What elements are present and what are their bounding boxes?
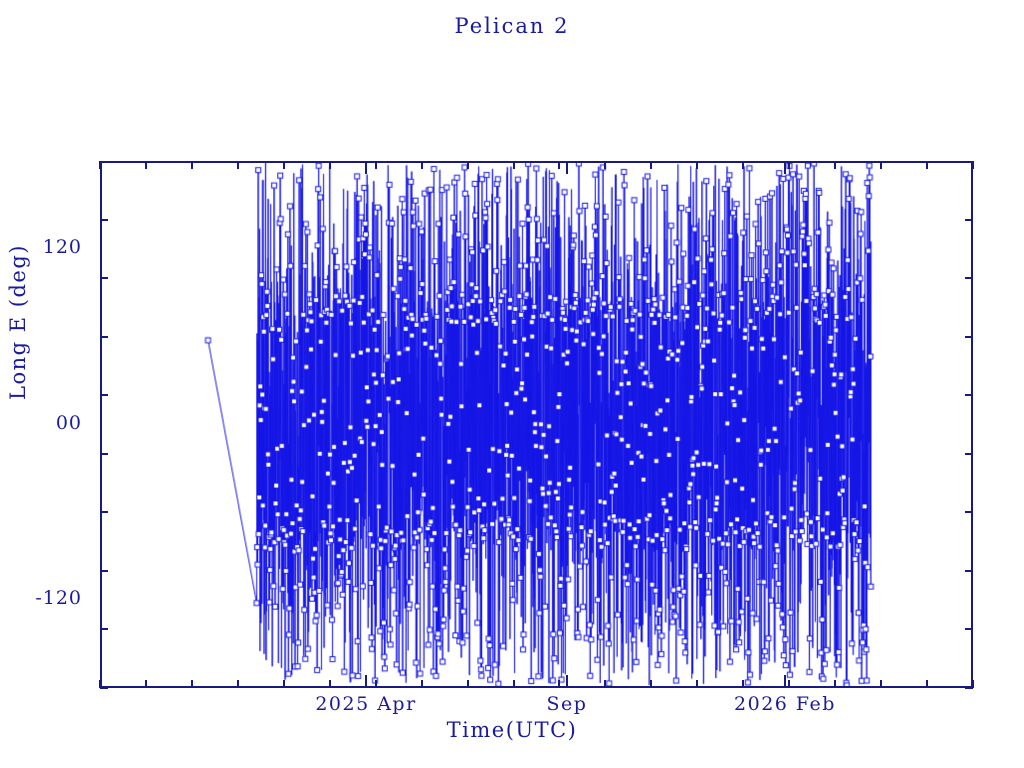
page-title: Pelican 2 xyxy=(454,14,570,38)
x-axis-minor-tick-top xyxy=(513,161,515,169)
x-axis-minor-tick-top xyxy=(191,161,193,169)
y-axis-tick-label: 120 xyxy=(42,236,82,258)
y-axis-minor-tick-right xyxy=(965,453,973,455)
y-axis-minor-tick-right xyxy=(965,628,973,630)
y-axis-minor-tick xyxy=(100,628,108,630)
x-axis-minor-tick xyxy=(558,680,560,688)
x-axis-tick-label: 2025 Apr xyxy=(315,693,417,715)
x-axis-minor-tick-top xyxy=(421,161,423,169)
x-axis-minor-tick xyxy=(834,680,836,688)
x-axis-major-tick xyxy=(784,675,786,688)
x-axis-minor-tick xyxy=(191,680,193,688)
x-axis-minor-tick-top xyxy=(604,161,606,169)
x-axis-minor-tick-top xyxy=(834,161,836,169)
x-axis-minor-tick xyxy=(467,680,469,688)
x-axis-major-tick xyxy=(566,675,568,688)
y-axis-minor-tick xyxy=(100,277,108,279)
y-axis-minor-tick-right xyxy=(965,336,973,338)
y-axis-minor-tick xyxy=(100,336,108,338)
x-axis-tick-label: Sep xyxy=(546,693,588,715)
y-axis-minor-tick-right xyxy=(965,394,973,396)
x-axis-major-tick-top xyxy=(365,161,367,174)
x-axis-minor-tick xyxy=(604,680,606,688)
x-axis-minor-tick-top xyxy=(283,161,285,169)
y-axis-minor-tick xyxy=(100,511,108,513)
x-axis-minor-tick-top xyxy=(145,161,147,169)
y-axis-minor-tick-right xyxy=(965,277,973,279)
y-axis-minor-tick-right xyxy=(965,219,973,221)
y-axis-minor-tick xyxy=(100,570,108,572)
x-axis-minor-tick xyxy=(329,680,331,688)
x-axis-minor-tick-top xyxy=(375,161,377,169)
x-axis-minor-tick-top xyxy=(329,161,331,169)
x-axis-title: Time(UTC) xyxy=(446,718,578,742)
x-axis-minor-tick-top xyxy=(696,161,698,169)
plot-area xyxy=(100,161,973,688)
x-axis-minor-tick-top xyxy=(558,161,560,169)
y-axis-minor-tick-right xyxy=(965,687,973,689)
x-axis-minor-tick-top xyxy=(926,161,928,169)
y-axis-tick-label: 00 xyxy=(55,412,82,434)
x-axis-minor-tick xyxy=(696,680,698,688)
x-axis-minor-tick xyxy=(742,680,744,688)
x-axis-minor-tick-top xyxy=(742,161,744,169)
x-axis-major-tick-top xyxy=(566,161,568,174)
x-axis-minor-tick xyxy=(972,680,974,688)
x-axis-major-tick-top xyxy=(784,161,786,174)
y-axis-minor-tick-right xyxy=(965,570,973,572)
x-axis-minor-tick xyxy=(926,680,928,688)
y-axis-minor-tick xyxy=(100,394,108,396)
x-axis-minor-tick-top xyxy=(788,161,790,169)
y-axis-minor-tick xyxy=(100,219,108,221)
x-axis-minor-tick xyxy=(375,680,377,688)
x-axis-minor-tick xyxy=(513,680,515,688)
y-axis-minor-tick-right xyxy=(965,511,973,513)
x-axis-minor-tick xyxy=(145,680,147,688)
y-axis-tick-label: -120 xyxy=(35,587,82,609)
y-axis-minor-tick xyxy=(100,453,108,455)
x-axis-tick-label: 2026 Feb xyxy=(734,693,836,715)
x-axis-minor-tick-top xyxy=(972,161,974,169)
x-axis-minor-tick-top xyxy=(880,161,882,169)
x-axis-minor-tick-top xyxy=(650,161,652,169)
x-axis-minor-tick xyxy=(237,680,239,688)
x-axis-minor-tick-top xyxy=(99,161,101,169)
x-axis-minor-tick xyxy=(421,680,423,688)
x-axis-minor-tick-top xyxy=(467,161,469,169)
x-axis-minor-tick xyxy=(650,680,652,688)
y-axis-title: Long E (deg) xyxy=(6,244,30,400)
x-axis-minor-tick xyxy=(99,680,101,688)
x-axis-major-tick xyxy=(365,675,367,688)
y-axis-minor-tick xyxy=(100,687,108,689)
x-axis-minor-tick xyxy=(283,680,285,688)
longitude-vs-time-series xyxy=(102,163,971,686)
x-axis-minor-tick-top xyxy=(237,161,239,169)
x-axis-minor-tick xyxy=(788,680,790,688)
x-axis-minor-tick xyxy=(880,680,882,688)
